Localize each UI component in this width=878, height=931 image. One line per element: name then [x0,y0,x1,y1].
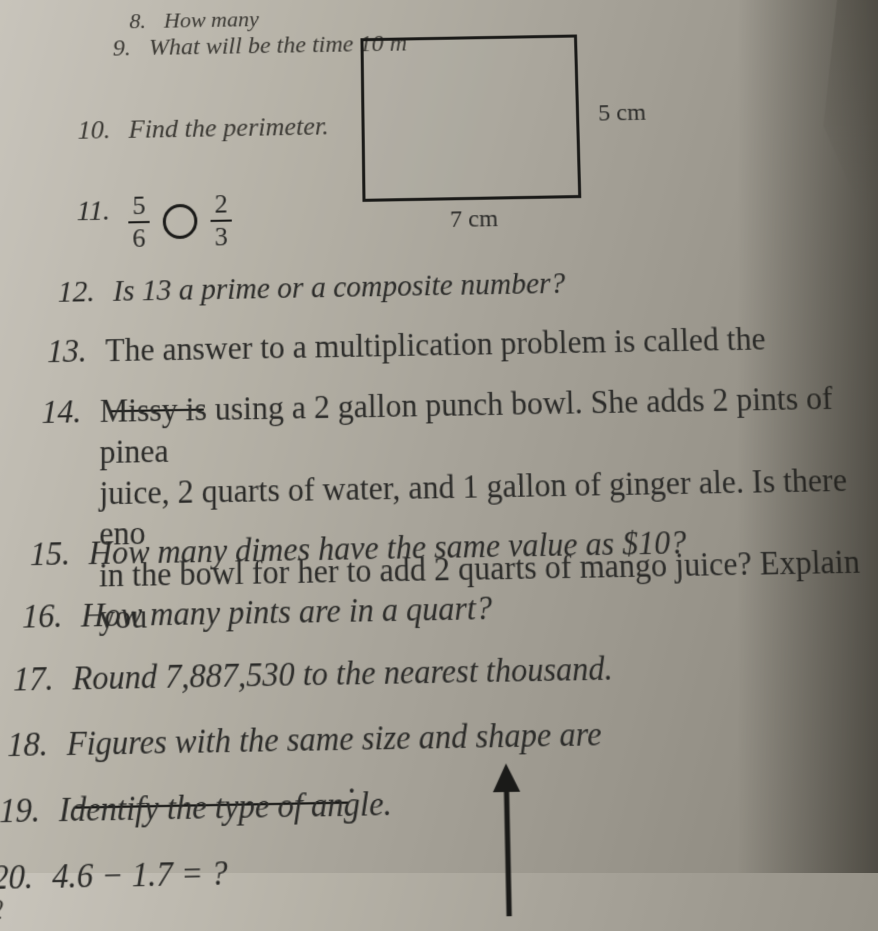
question-text: Round 7,887,530 to the nearest thousand. [72,644,839,700]
question-11: 11. 5 6 2 3 [73,191,232,253]
question-number: 19. [0,790,40,833]
question-line-1: Missy is using a 2 gallon punch bowl. Sh… [100,378,878,473]
question-text: How many [164,5,259,34]
denominator: 3 [211,222,232,251]
question-10: 10. Find the perimeter. [74,110,329,147]
rectangle-shape [360,34,581,201]
question-text: Find the perimeter. [129,110,329,146]
question-number: 10. [74,114,110,148]
question-text-part: Figures with the same size and shape are [67,715,602,763]
question-number: 16. [22,596,63,638]
question-text-part: The answer to a multiplication problem i… [105,320,766,368]
question-number: 18. [7,724,48,767]
question-number: 13. [47,331,87,372]
question-number: 15. [30,534,70,576]
question-number: 8. [110,7,146,35]
denominator: 6 [128,223,149,252]
question-number: 9. [95,33,131,64]
angle-arrow-figure [474,761,541,917]
compare-circle [163,204,198,239]
fraction-compare: 5 6 2 3 [128,191,232,252]
page-edge-decor [778,0,878,216]
arrow-icon [474,761,541,917]
dimension-width: 7 cm [450,206,499,234]
dimension-height: 5 cm [598,100,646,128]
question-number: 14. [41,392,81,433]
question-20: 20. 4.6 − 1.7 = ? [0,841,828,899]
page-number: 2 [0,893,4,927]
perimeter-figure: 5 cm 7 cm [360,22,626,229]
question-number: 11. [73,193,110,229]
worksheet-page: 8. How many 9. What will be the time 10 … [0,0,878,929]
fraction-2: 2 3 [210,191,231,251]
question-17: 17. Round 7,887,530 to the nearest thous… [13,644,839,701]
question-text: 4.6 − 1.7 = ? [52,841,828,898]
question-number: 20. [0,856,33,900]
question-number: 17. [13,658,54,701]
question-12: 12. Is 13 a prime or a composite number? [58,260,833,311]
question-text: Is 13 a prime or a composite number? [113,260,833,310]
numerator: 2 [210,191,231,222]
question-number: 12. [58,273,95,311]
fraction-1: 5 6 [128,192,149,252]
numerator: 5 [128,192,149,223]
